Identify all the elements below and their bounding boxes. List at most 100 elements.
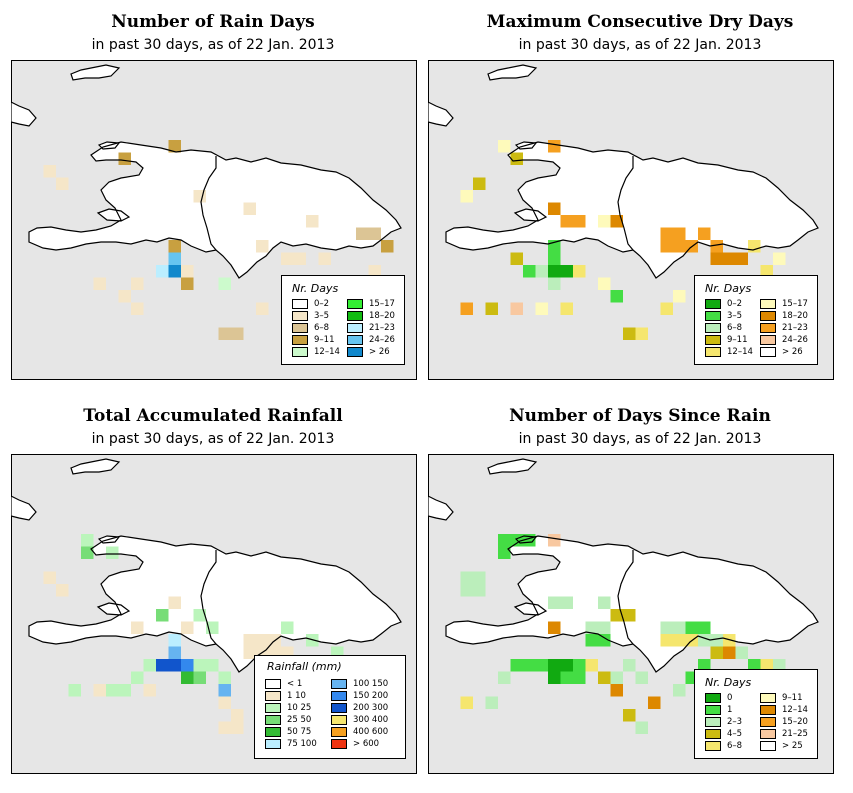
legend-max-dry-days: Nr. Days 0–2 3–5 6–8 9–11 12–14 15–17 18–20 21–… <box>694 275 818 365</box>
grid-cell <box>510 302 523 315</box>
grid-cell <box>660 634 673 647</box>
legend-swatch <box>292 311 308 321</box>
grid-cell <box>698 659 711 672</box>
grid-cell <box>193 609 206 622</box>
coastline <box>11 101 37 127</box>
grid-cell <box>560 265 573 278</box>
legend-label: 400 600 <box>353 727 389 737</box>
grid-cell <box>623 659 636 672</box>
grid-cell <box>610 609 623 622</box>
grid-cell <box>281 252 294 265</box>
grid-cell <box>673 240 686 253</box>
land-area <box>515 603 546 615</box>
grid-cell <box>748 240 761 253</box>
grid-cell <box>560 659 573 672</box>
panel-subtitle: in past 30 days, as of 22 Jan. 2013 <box>91 431 335 447</box>
grid-cell <box>473 177 486 190</box>
legend-label: > 26 <box>782 347 803 357</box>
grid-cell <box>168 634 181 647</box>
grid-cell <box>548 252 561 265</box>
grid-cell <box>306 215 319 228</box>
grid-cell <box>143 684 156 697</box>
legend-swatch <box>705 311 721 321</box>
legend-swatch <box>760 347 776 357</box>
grid-cell <box>498 671 511 684</box>
legend-swatch <box>331 703 347 713</box>
grid-cell <box>710 634 723 647</box>
grid-cell <box>535 302 548 315</box>
grid-cell <box>256 302 269 315</box>
grid-cell <box>523 265 536 278</box>
grid-cell <box>485 696 498 709</box>
grid-cell <box>381 240 394 253</box>
national-border <box>617 156 634 251</box>
grid-cell <box>673 227 686 240</box>
grid-cell <box>81 534 94 547</box>
grid-cell <box>131 277 144 290</box>
grid-cell <box>573 671 586 684</box>
grid-cell <box>598 671 611 684</box>
grid-cell <box>698 621 711 634</box>
legend-label: 18–20 <box>369 311 395 321</box>
legend-swatch <box>760 299 776 309</box>
legend-label: 10 25 <box>287 703 312 713</box>
grid-cell <box>81 546 94 559</box>
grid-cell <box>181 621 194 634</box>
grid-cell <box>218 721 231 734</box>
grid-cell <box>460 302 473 315</box>
legend-label: 2–3 <box>727 717 743 727</box>
grid-cell <box>548 659 561 672</box>
legend-label: 9–11 <box>782 693 803 703</box>
legend-rain-days: Nr. Days 0–2 3–5 6–8 9–11 12–14 15–17 18–20 21–… <box>281 275 405 365</box>
coastline <box>513 602 548 616</box>
grid-cell <box>623 709 636 722</box>
grid-cell <box>485 302 498 315</box>
grid-cell <box>723 646 736 659</box>
grid-cell <box>735 252 748 265</box>
grid-cell <box>131 671 144 684</box>
grid-cell <box>660 240 673 253</box>
grid-cell <box>43 571 56 584</box>
grid-cell <box>368 227 381 240</box>
legend-swatch <box>331 727 347 737</box>
panel-title: Maximum Consecutive Dry Days <box>486 12 794 32</box>
grid-cell <box>548 621 561 634</box>
legend-swatch <box>705 741 721 751</box>
grid-cell <box>610 684 623 697</box>
grid-cell <box>143 659 156 672</box>
grid-cell <box>498 534 511 547</box>
grid-cell <box>598 596 611 609</box>
legend-swatch <box>760 717 776 727</box>
legend-label: 4–5 <box>727 729 743 739</box>
coastline <box>428 101 454 127</box>
legend-title: Nr. Days <box>705 676 752 689</box>
grid-cell <box>368 265 381 278</box>
land-area <box>428 496 453 520</box>
legend-swatch <box>760 729 776 739</box>
legend-swatch <box>265 739 281 749</box>
grid-cell <box>206 659 219 672</box>
grid-cell <box>648 696 661 709</box>
coastline <box>487 64 538 81</box>
grid-cell <box>548 202 561 215</box>
grid-cell <box>673 684 686 697</box>
legend-days-since-rain: Nr. Days 0 1 2–3 4–5 6–8 9–11 12–14 15–20 21–25 >… <box>694 669 818 759</box>
grid-cell <box>510 252 523 265</box>
coastline <box>514 535 538 544</box>
grid-cell <box>243 646 256 659</box>
grid-cell <box>710 252 723 265</box>
panel-total-rainfall: Total Accumulated Rainfall in past 30 da… <box>0 396 426 793</box>
grid-cell <box>131 302 144 315</box>
legend-label: 9–11 <box>727 335 748 345</box>
coastline <box>514 141 538 150</box>
grid-cell <box>535 265 548 278</box>
grid-cell <box>193 659 206 672</box>
grid-cell <box>623 609 636 622</box>
grid-cell <box>68 684 81 697</box>
legend-label: 15–17 <box>782 299 808 309</box>
grid-cell <box>218 327 231 340</box>
legend-swatch <box>705 299 721 309</box>
grid-cell <box>118 684 131 697</box>
grid-cell <box>106 546 119 559</box>
legend-swatch <box>265 727 281 737</box>
